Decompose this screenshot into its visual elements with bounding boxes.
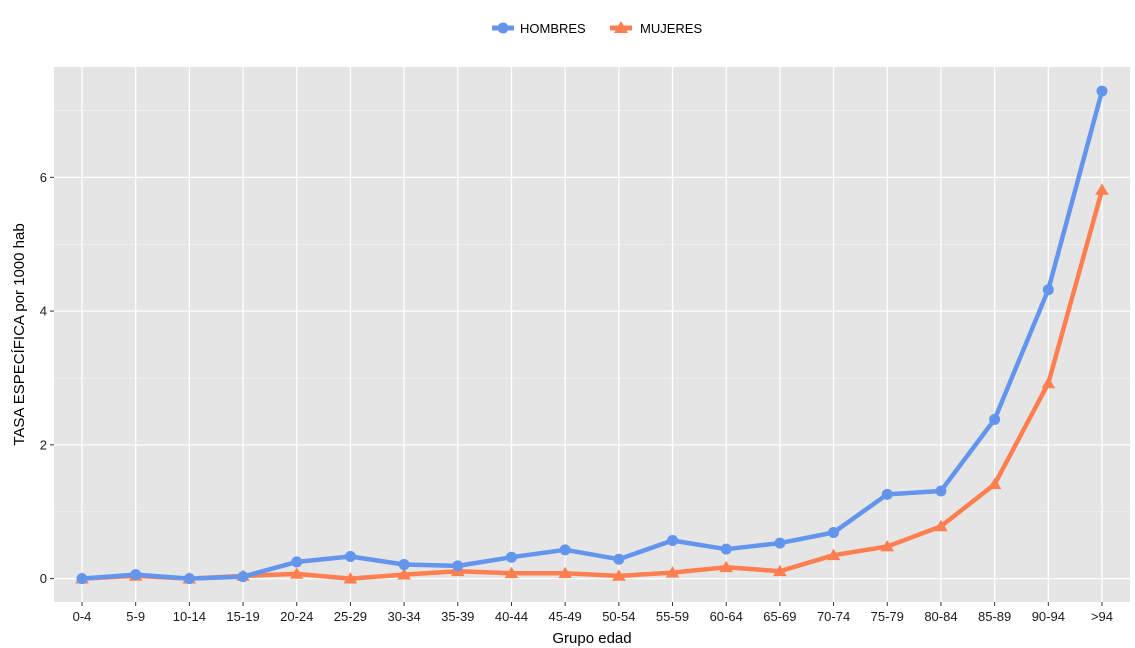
y-tick-label: 4 [40,304,47,319]
x-tick-label: 45-49 [549,609,582,624]
data-point-mujeres [665,566,680,578]
x-tick-label: 50-54 [602,609,635,624]
data-point-hombres [667,534,679,546]
x-tick-label: 30-34 [387,609,420,624]
x-tick-label: 10-14 [173,609,206,624]
data-point-hombres [505,551,517,563]
gridlines [54,67,1130,602]
data-point-hombres [237,571,249,583]
data-point-mujeres [397,568,411,580]
data-point-hombres [398,559,410,571]
x-tick-label: 0-4 [73,609,92,624]
data-point-mujeres [773,564,787,577]
data-point-hombres [613,553,625,565]
data-point-mujeres [504,566,519,579]
data-point-hombres [183,573,195,585]
x-axis-title: Grupo edad [552,630,631,647]
x-tick-label: 65-69 [763,609,796,624]
x-tick-label: 75-79 [871,609,904,624]
y-axis-title: TASA ESPECÍFICA por 1000 hab [11,223,28,445]
data-point-mujeres [826,548,841,561]
legend-item-hombres: HOMBRES [492,21,586,36]
data-point-mujeres [934,519,948,532]
data-point-hombres [344,551,356,563]
legend-key-hombres-marker [497,22,509,34]
x-tick-label: 85-89 [978,609,1011,624]
x-tick-label: 15-19 [226,609,259,624]
data-point-hombres [1042,284,1054,296]
x-tick-label: 35-39 [441,609,474,624]
x-tick-label: 20-24 [280,609,313,624]
data-point-hombres [452,560,464,572]
x-tick-label: 70-74 [817,609,850,624]
data-point-hombres [989,413,1001,425]
data-point-hombres [76,573,88,585]
y-tick-label: 2 [40,437,47,452]
x-tick-label: 5-9 [126,609,145,624]
data-point-mujeres [558,566,572,579]
data-point-mujeres [880,539,895,552]
x-tick-label: 40-44 [495,609,528,624]
data-point-mujeres [612,569,626,581]
y-tick-label: 0 [40,571,47,586]
legend-item-mujeres: MUJERES [610,21,702,36]
x-tick-label: 60-64 [710,609,743,624]
legend-key-mujeres-marker [614,21,628,33]
legend-label-hombres: HOMBRES [520,21,586,36]
data-point-mujeres [343,572,358,584]
y-axis: 0 2 4 6 [40,170,54,586]
plot-panel [54,67,1130,602]
data-point-hombres [1096,85,1108,97]
data-point-mujeres [289,567,304,579]
data-point-hombres [828,526,840,538]
data-point-hombres [720,543,732,555]
x-tick-label: 80-84 [924,609,957,624]
x-tick-label: 25-29 [334,609,367,624]
x-tick-label: 55-59 [656,609,689,624]
data-point-hombres [559,544,571,556]
y-tick-label: 6 [40,170,47,185]
legend: HOMBRES MUJERES [492,21,702,36]
x-tick-label: 90-94 [1032,609,1065,624]
data-point-hombres [774,537,786,549]
data-point-mujeres [719,560,734,573]
series-layer [75,85,1109,585]
data-point-hombres [935,485,947,497]
data-point-hombres [130,569,142,581]
data-point-hombres [881,488,893,500]
x-tick-label: >94 [1091,609,1113,624]
data-point-hombres [291,556,303,568]
data-point-mujeres [987,477,1002,490]
series-line-hombres [79,88,1105,581]
data-point-mujeres [1095,183,1109,195]
data-point-mujeres [1041,376,1056,389]
x-axis: 0-4 5-9 10-14 15-19 20-24 25-29 30-34 35-39 40-4… [73,602,1113,624]
legend-label-mujeres: MUJERES [640,21,702,36]
